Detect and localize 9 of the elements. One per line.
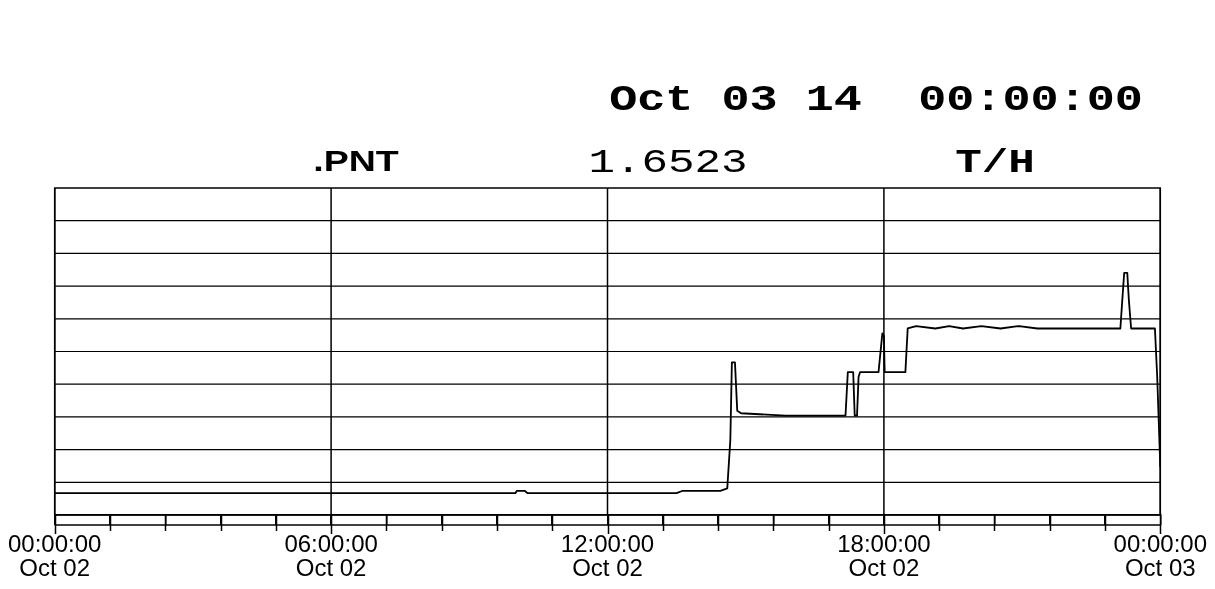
x-tick-label: 06:00:00 Oct 02 [284, 529, 378, 581]
chart-title: Oct 03 14 00:00:00 [609, 80, 1143, 121]
text: 1.6523 [588, 144, 748, 182]
text: T/H [955, 144, 1035, 182]
x-tick-label: 00:00:00 Oct 03 [1113, 529, 1207, 581]
x-tick-label: 18:00:00 Oct 02 [837, 529, 931, 581]
x-tick-label: 12:00:00 Oct 02 [560, 529, 655, 581]
x-tick-label: 00:00:00 Oct 02 [8, 529, 102, 581]
text: .PNT [313, 144, 399, 178]
